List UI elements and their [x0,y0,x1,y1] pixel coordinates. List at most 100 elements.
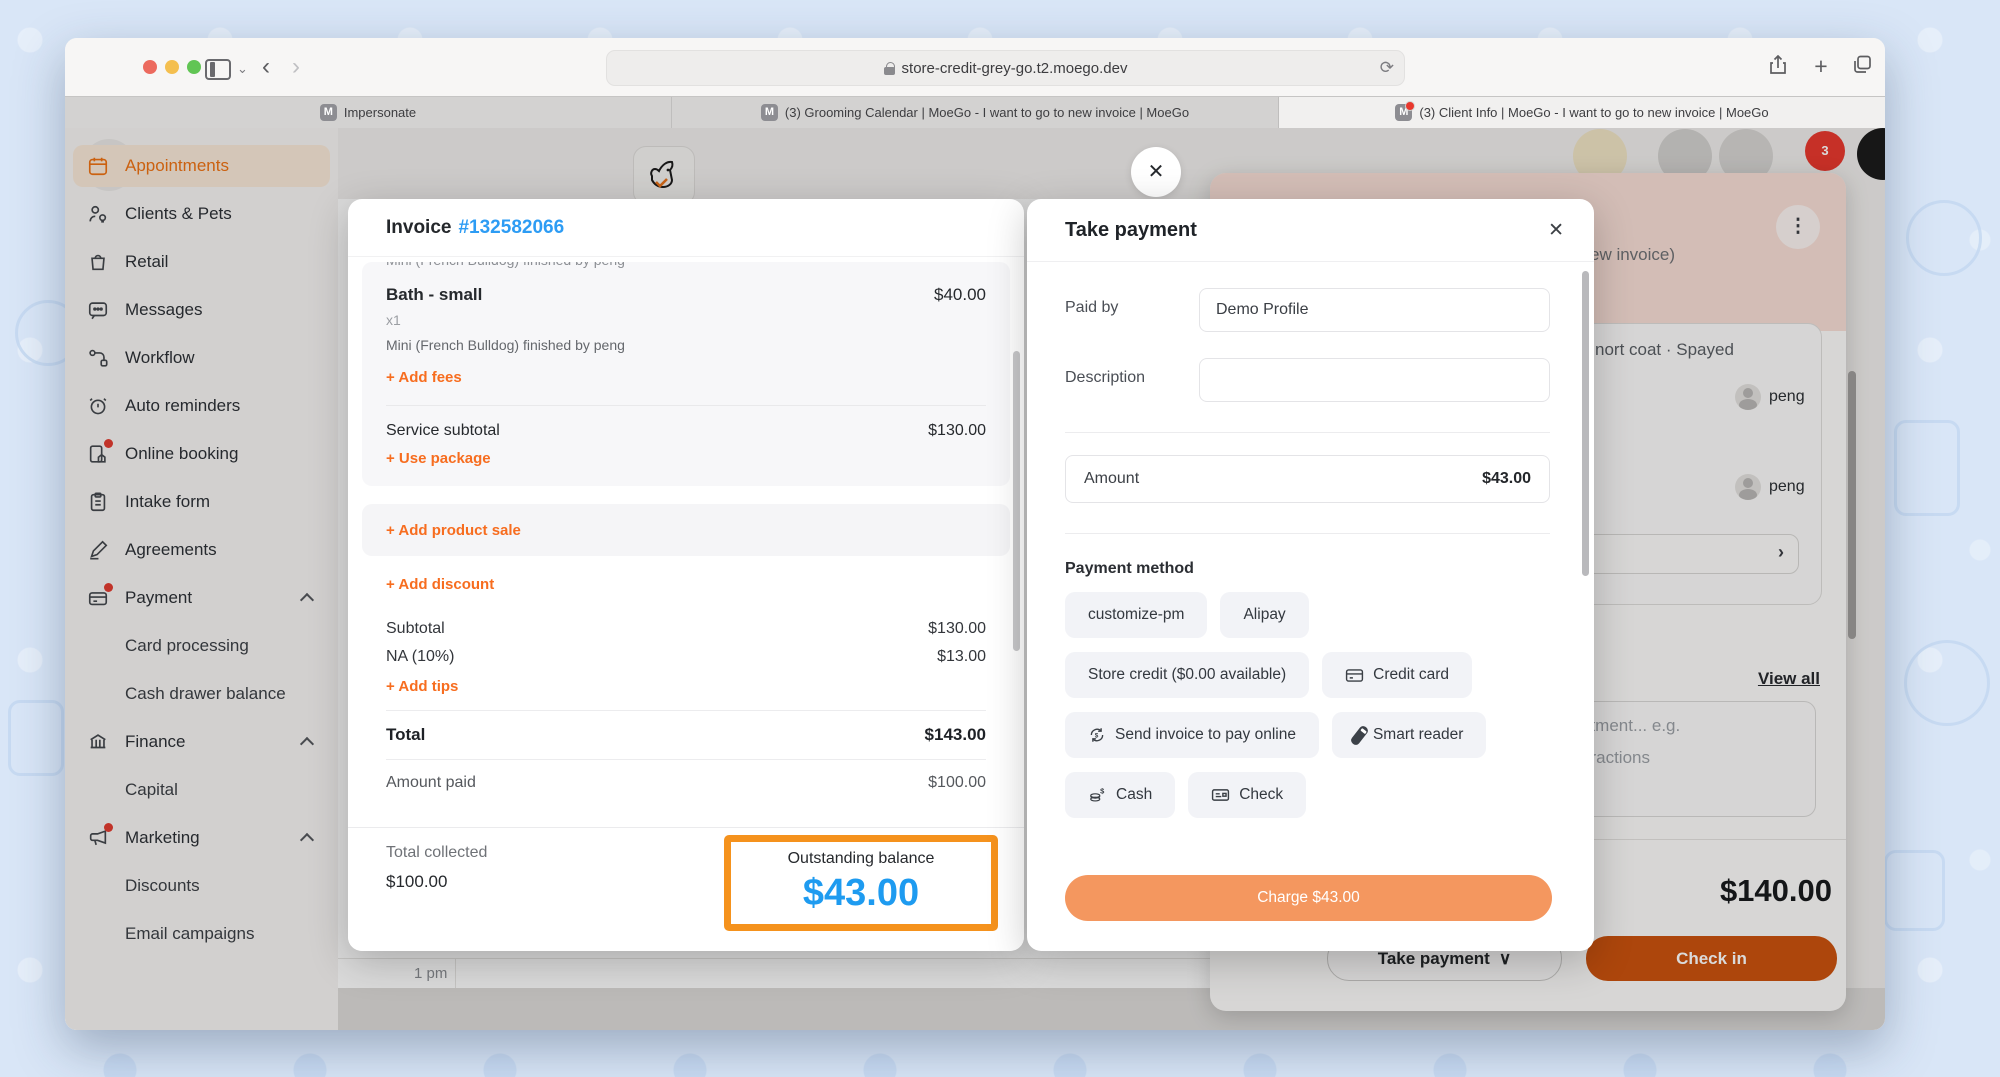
close-window-button[interactable] [143,60,157,74]
method-store-credit[interactable]: Store credit ($0.00 available) [1065,652,1310,698]
sidebar-item-label: Retail [125,252,169,271]
sidebar-item-clients-pets[interactable]: Clients & Pets [73,193,330,235]
tab-overview-icon[interactable] [1849,53,1875,79]
description-input[interactable] [1199,358,1550,402]
total-value: $143.00 [924,725,986,744]
calendar-time-label: 1 pm [414,965,448,982]
method-credit-card[interactable]: Credit card [1322,652,1472,698]
sidebar-item-card-processing[interactable]: Card processing [73,625,330,667]
method-check[interactable]: Check [1188,772,1307,818]
invoice-number[interactable]: #132582066 [458,216,565,238]
invoice-note-fragment: ew invoice) [1590,245,1676,264]
zoom-window-button[interactable] [187,60,201,74]
divider [386,759,986,760]
add-discount-link[interactable]: + Add discount [386,576,495,593]
forward-button[interactable]: › [292,53,300,80]
line-item-qty: x1 [386,312,401,328]
invoice-scrollbar[interactable] [1013,351,1020,651]
outstanding-balance-label: Outstanding balance [787,850,935,867]
payment-panel-scrollbar[interactable] [1582,271,1589,576]
sidebar-item-capital[interactable]: Capital [73,769,330,811]
add-product-sale-link[interactable]: + Add product sale [386,522,521,539]
method-cash[interactable]: $ Cash [1065,772,1176,818]
sidebar-item-label: Auto reminders [125,396,241,415]
method-customize-pm[interactable]: customize-pm [1065,592,1208,638]
sidebar-chevron-icon[interactable]: ⌄ [237,61,248,76]
sidebar-item-intake-form[interactable]: Intake form [73,481,330,523]
sidebar-item-label: Marketing [125,828,200,847]
back-button[interactable]: ‹ [262,53,270,80]
page-scrollbar[interactable] [1848,371,1856,639]
more-options-button[interactable]: ⋮ [1776,205,1820,249]
service-subtotal-label: Service subtotal [386,422,500,439]
sidebar-item-finance[interactable]: Finance [73,721,330,763]
tab-client-info[interactable]: M (3) Client Info | MoeGo - I want to go… [1279,97,1885,128]
paid-by-input[interactable]: Demo Profile [1199,288,1550,332]
sidebar-item-label: Clients & Pets [125,204,232,223]
staff-row: peng [1735,384,1805,410]
paid-by-label: Paid by [1065,299,1119,316]
wallpaper-doodle [1884,850,1945,931]
note-placeholder: ntment... e.g. [1581,716,1681,735]
sidebar-item-label: Capital [125,780,178,799]
check-in-button[interactable]: Check in [1586,936,1837,981]
method-smart-reader[interactable]: Smart reader [1331,712,1487,758]
tax-label: NA (10%) [386,648,455,665]
charge-button[interactable]: Charge $43.00 [1065,875,1552,921]
sidebar-item-discounts[interactable]: Discounts [73,865,330,907]
method-alipay[interactable]: Alipay [1220,592,1309,638]
sidebar-item-appointments[interactable]: Appointments [73,145,330,187]
add-tips-link[interactable]: + Add tips [386,678,459,695]
notification-badge: 3 [1805,131,1845,171]
view-all-link[interactable]: View all [1757,669,1820,688]
add-fees-link[interactable]: + Add fees [386,369,462,386]
tab-strip: M Impersonate M (3) Grooming Calendar | … [65,96,1885,128]
sidebar-item-label: Finance [125,732,186,751]
sidebar-item-email-campaigns[interactable]: Email campaigns [73,913,330,955]
smart-reader-icon [1349,723,1370,747]
sidebar-item-cash-drawer-balance[interactable]: Cash drawer balance [73,673,330,715]
sidebar-item-label: Online booking [125,444,239,463]
tab-label: (3) Client Info | MoeGo - I want to go t… [1419,105,1769,120]
sidebar-item-label: Discounts [125,876,200,895]
sidebar-item-workflow[interactable]: Workflow [73,337,330,379]
app-sidebar: ☰ Appointments Clients & Pets [65,128,338,1030]
invoice-header: Invoice #132582066 [348,199,1024,257]
sidebar-item-online-booking[interactable]: Online booking [73,433,330,475]
staff-name: peng [1769,388,1805,405]
address-bar[interactable]: store-credit-grey-go.t2.moego.dev ⟳ [606,50,1405,86]
divider [386,710,986,711]
tab-impersonate[interactable]: M Impersonate [65,97,672,128]
send-online-icon: $ [1090,728,1104,742]
sidebar-item-auto-reminders[interactable]: Auto reminders [73,385,330,427]
tax-value: $13.00 [937,648,986,665]
sidebar-toggle-icon[interactable] [205,59,231,80]
payment-method-label: Payment method [1065,560,1194,577]
bank-icon [87,731,109,753]
amount-field[interactable]: Amount $43.00 [1065,455,1550,503]
clients-pets-icon [87,203,109,225]
share-icon[interactable] [1765,53,1791,79]
amount-value: $43.00 [1482,470,1531,487]
close-icon[interactable]: ✕ [1548,219,1564,241]
close-invoice-button[interactable]: ✕ [1131,147,1181,197]
pet-details-text: nort coat · Spayed [1595,340,1734,359]
refresh-icon[interactable]: ⟳ [1379,58,1394,77]
sidebar-item-label: Email campaigns [125,924,255,943]
calendar-gridline [455,958,456,988]
minimize-window-button[interactable] [165,60,179,74]
invoice-footer: Total collected $100.00 Outstanding bala… [348,827,1024,951]
sidebar-item-retail[interactable]: Retail [73,241,330,283]
notification-dot [104,823,113,832]
online-booking-icon [87,439,113,465]
sidebar-item-marketing[interactable]: Marketing [73,817,330,859]
staff-avatar [1735,474,1761,500]
new-tab-button[interactable]: + [1814,53,1828,79]
sidebar-item-payment[interactable]: Payment [73,577,330,619]
method-send-invoice-online[interactable]: $ Send invoice to pay online [1065,712,1319,758]
use-package-link[interactable]: + Use package [386,450,491,467]
sidebar-item-agreements[interactable]: Agreements [73,529,330,571]
tab-grooming-calendar[interactable]: M (3) Grooming Calendar | MoeGo - I want… [672,97,1279,128]
notification-dot [104,583,113,592]
sidebar-item-messages[interactable]: Messages [73,289,330,331]
